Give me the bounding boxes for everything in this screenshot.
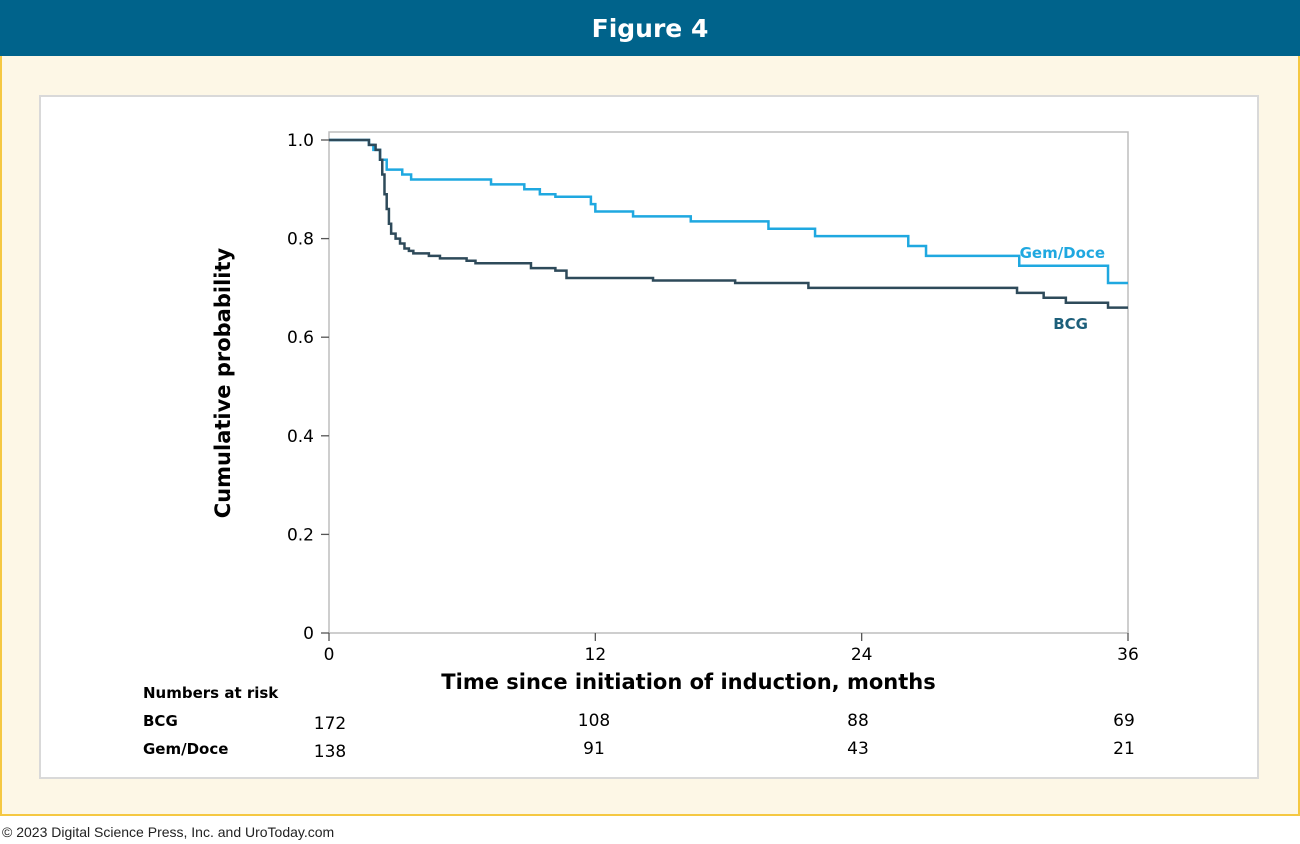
figure-header: Figure 4 [0, 0, 1300, 56]
series-label-1: BCG [1053, 315, 1088, 333]
copyright-text: © 2023 Digital Science Press, Inc. and U… [2, 824, 335, 840]
risk-count-0-1: 108 [578, 711, 610, 731]
x-tick-label-0: 0 [324, 645, 335, 665]
risk-table-title: Numbers at risk [143, 684, 279, 702]
y-tick-label-5: 1.0 [287, 131, 314, 151]
figure-title: Figure 4 [591, 13, 709, 43]
series-line-0 [329, 138, 1128, 285]
risk-count-0-2: 88 [847, 711, 869, 731]
risk-count-1-0: 138 [314, 742, 346, 762]
plot-area [328, 131, 1129, 634]
risk-count-1-3: 21 [1113, 739, 1135, 759]
risk-row-name-0: BCG [143, 712, 178, 730]
risk-count-1-2: 43 [847, 739, 869, 759]
y-tick-label-2: 0.4 [287, 427, 314, 447]
x-tick-label-2: 24 [851, 645, 873, 665]
risk-count-0-0: 172 [314, 714, 346, 734]
x-axis-title: Time since initiation of induction, mont… [441, 670, 935, 694]
x-tick-label-3: 36 [1117, 645, 1139, 665]
y-tick-label-0: 0 [303, 624, 314, 644]
y-axis-title: Cumulative probability [211, 247, 235, 518]
y-tick-label-1: 0.2 [287, 525, 314, 545]
risk-count-1-1: 91 [583, 739, 605, 759]
chart-panel [39, 95, 1259, 779]
series-label-0: Gem/Doce [1020, 244, 1105, 262]
y-tick-label-3: 0.6 [287, 328, 314, 348]
x-tick-label-1: 12 [585, 645, 607, 665]
risk-count-0-3: 69 [1113, 711, 1135, 731]
risk-row-name-1: Gem/Doce [143, 740, 228, 758]
y-tick-label-4: 0.8 [287, 230, 314, 250]
series-line-1 [329, 138, 1128, 309]
